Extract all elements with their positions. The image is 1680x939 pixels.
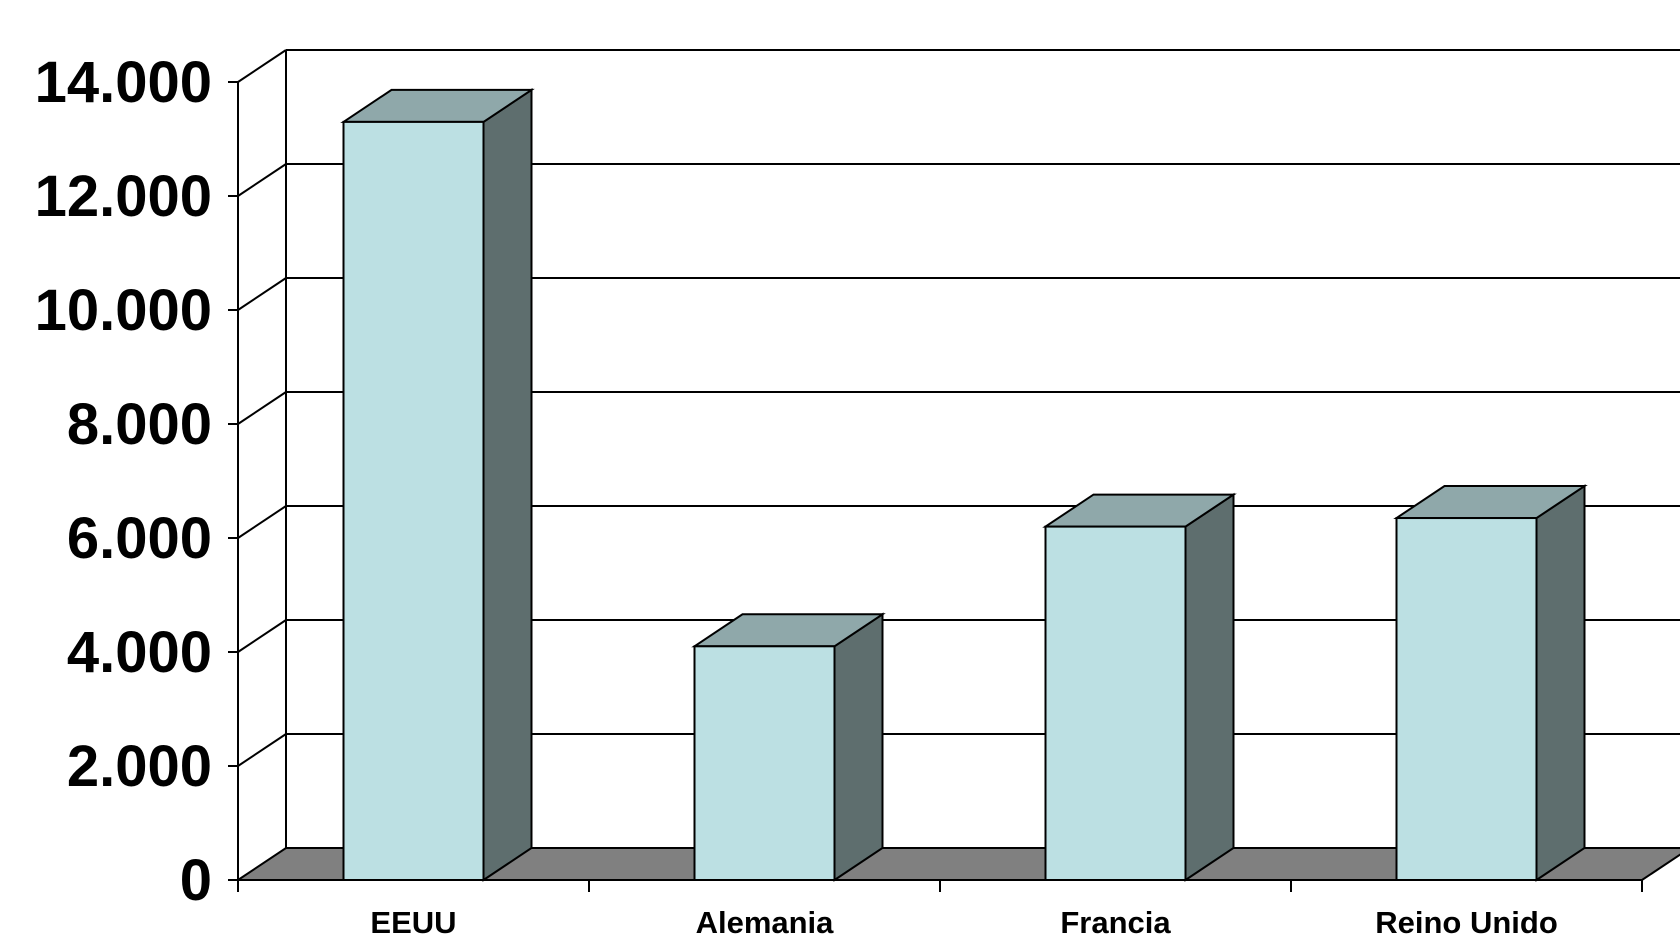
bar-side <box>1535 484 1586 882</box>
y-tick-label: 2.000 <box>67 734 212 799</box>
gridline-diagonal <box>237 505 287 539</box>
gridline-diagonal <box>237 391 287 425</box>
x-tick-label: Alemania <box>696 905 835 939</box>
bar-front <box>342 120 485 881</box>
y-tick-label: 12.000 <box>35 164 212 229</box>
x-tick-label: Reino Unido <box>1375 905 1558 939</box>
y-tick-label: 10.000 <box>35 278 212 343</box>
y-tick-label: 8.000 <box>67 392 212 457</box>
bar-side <box>482 88 533 882</box>
bar-front <box>1395 517 1538 881</box>
gridline-diagonal <box>237 277 287 311</box>
y-tick-label: 4.000 <box>67 620 212 685</box>
bar <box>1393 484 1588 882</box>
gridline-diagonal <box>237 163 287 197</box>
bar <box>1042 492 1237 882</box>
gridline-diagonal <box>237 49 287 83</box>
y-axis-ticks: 0 2.000 4.000 6.000 8.000 10.000 12.000 14.000 <box>35 50 238 913</box>
x-axis-ticks: EEUU Alemania Francia Reino Unido <box>237 880 1643 939</box>
bar-side <box>833 612 884 882</box>
gridline-diagonal <box>237 733 287 767</box>
bar <box>691 612 886 882</box>
y-tick-label: 6.000 <box>67 506 212 571</box>
x-tick-label: EEUU <box>370 905 456 939</box>
bar-front <box>693 645 836 881</box>
bars <box>340 88 1588 882</box>
bar-front <box>1044 525 1187 881</box>
y-tick-label: 0 <box>180 848 212 913</box>
bar-side <box>1184 492 1235 882</box>
x-tick-label: Francia <box>1060 905 1171 939</box>
y-tick-label: 14.000 <box>35 50 212 115</box>
bar <box>340 88 535 882</box>
gridline-diagonal <box>237 619 287 653</box>
